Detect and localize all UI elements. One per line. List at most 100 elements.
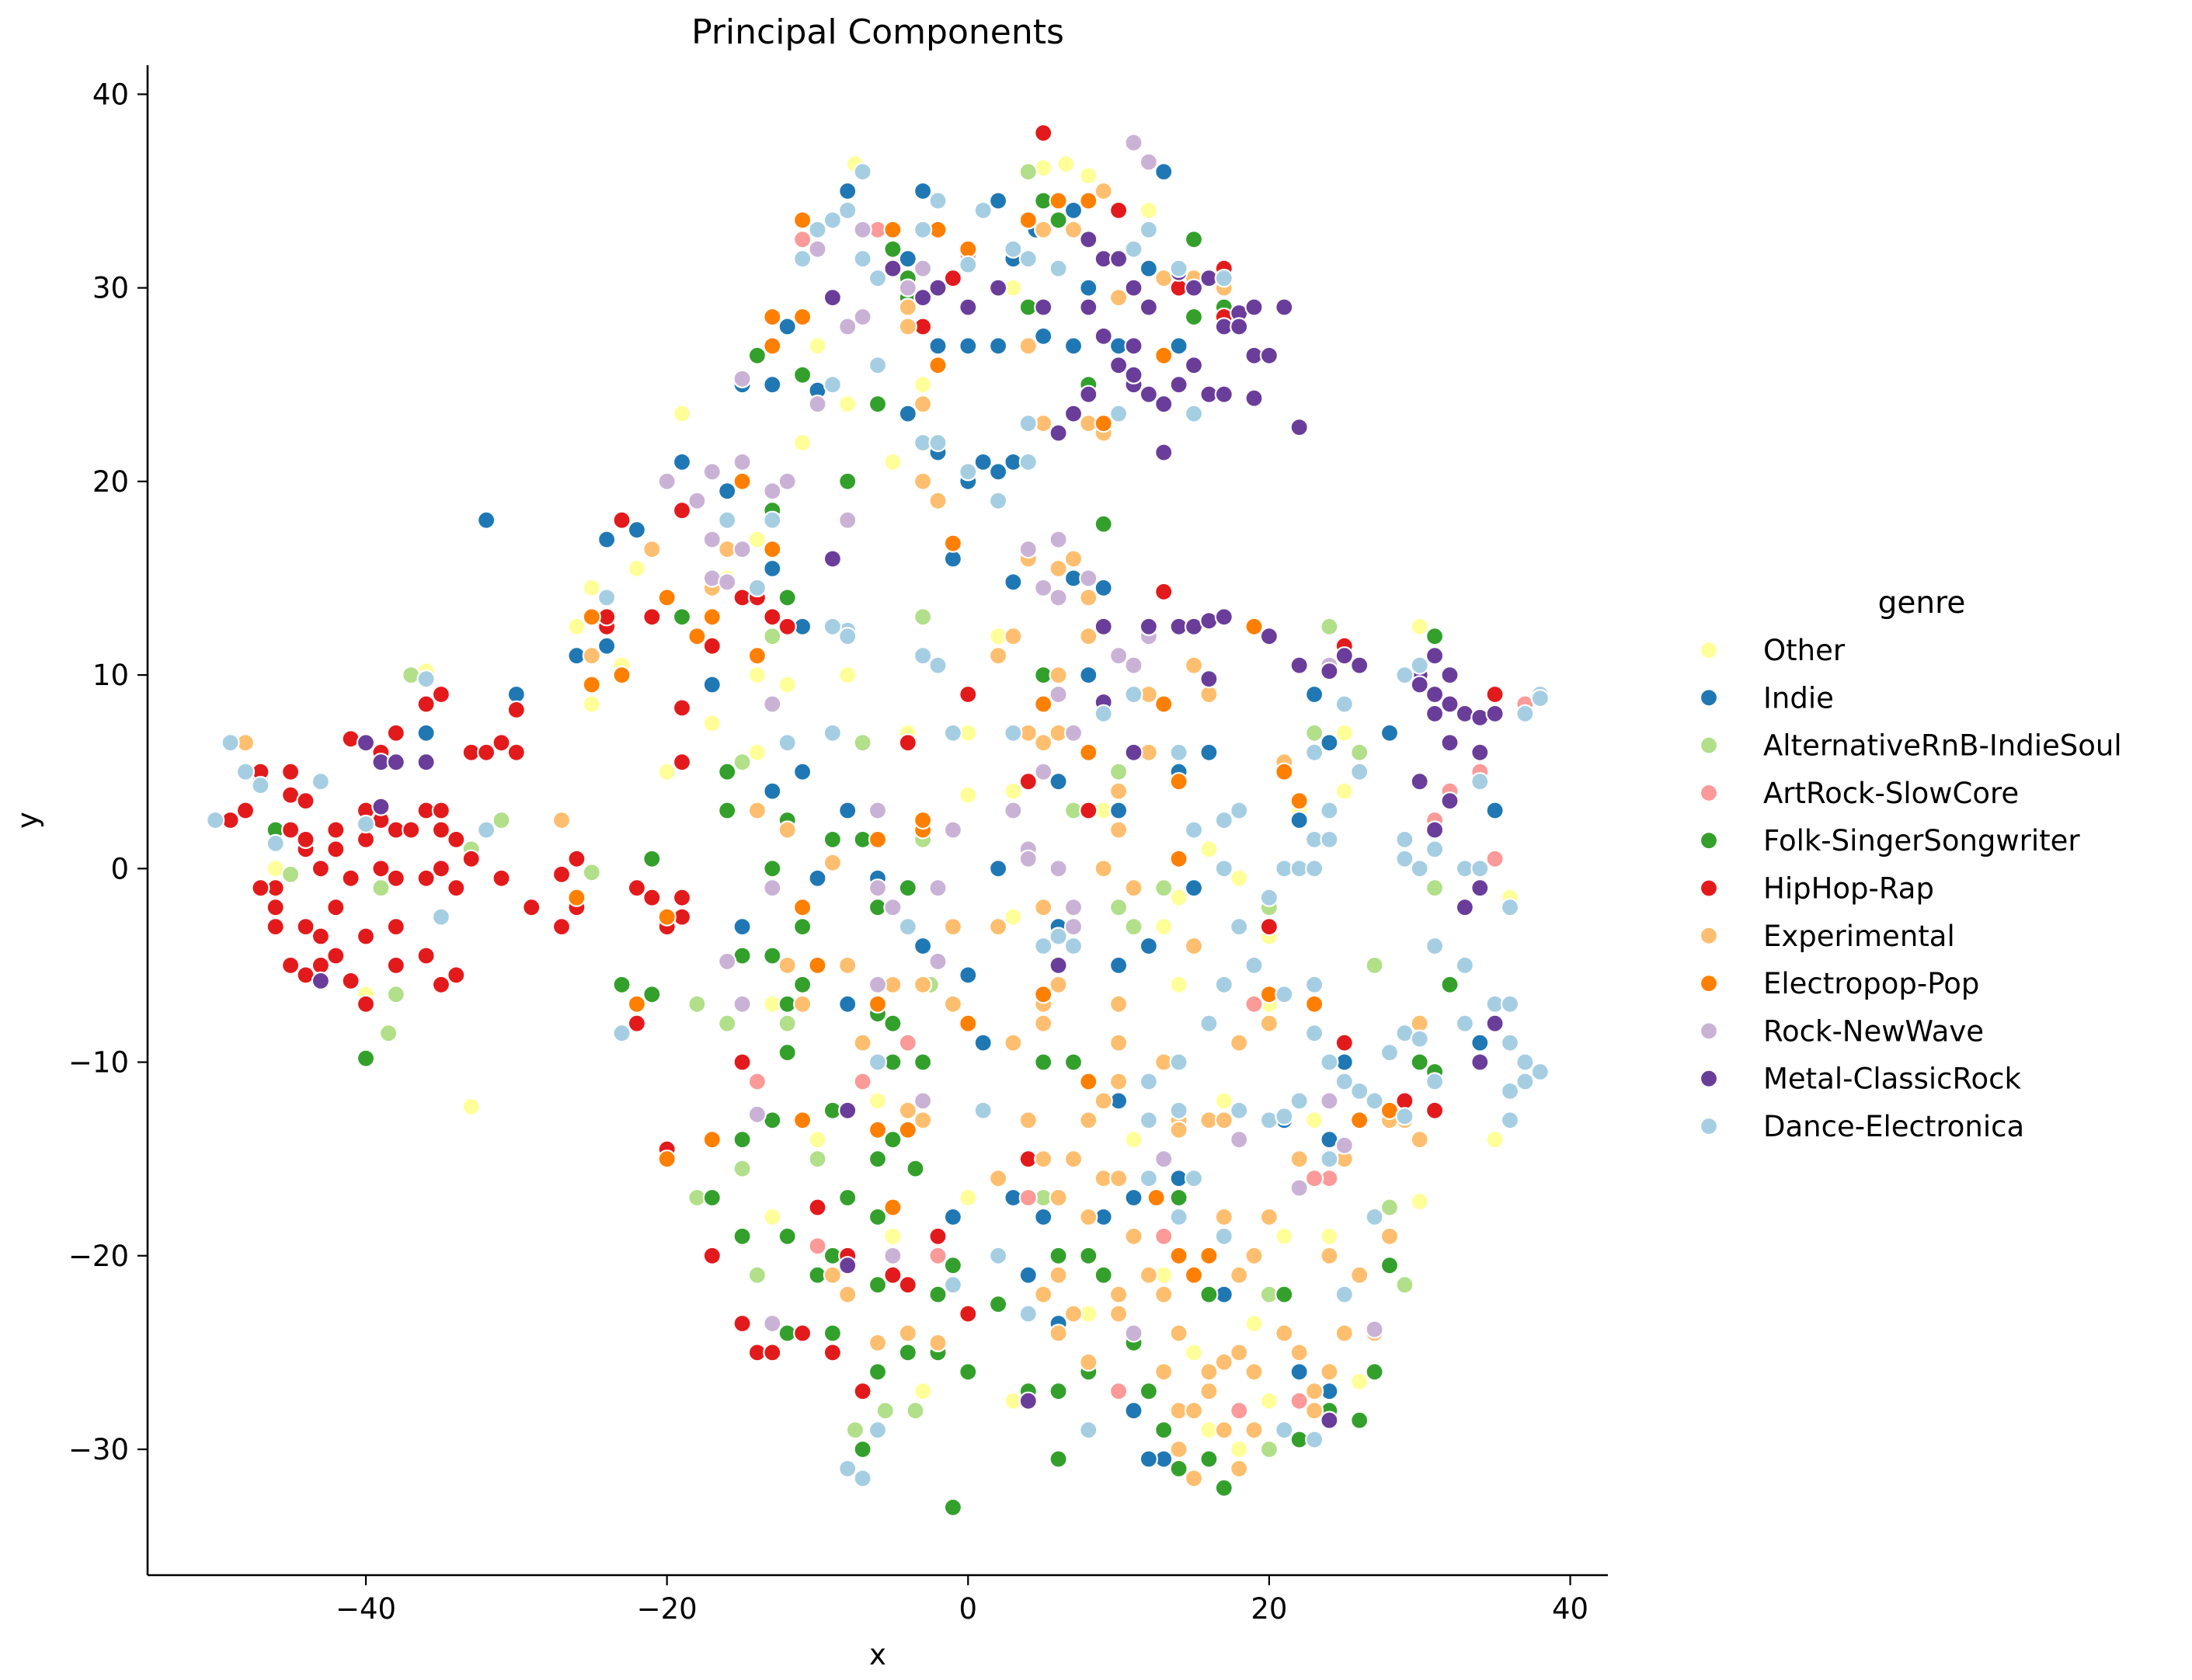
data-point: [1184, 1401, 1204, 1421]
data-point: [792, 1111, 812, 1130]
data-point: [1079, 665, 1098, 685]
data-point: [732, 1313, 752, 1334]
data-point: [311, 955, 330, 976]
legend-label: AlternativeRnB-IndieSoul: [1763, 729, 2122, 763]
data-point: [1304, 1024, 1324, 1043]
data-point: [1289, 791, 1309, 811]
data-point: [838, 801, 858, 820]
data-point: [868, 1120, 888, 1139]
data-point: [1530, 688, 1550, 708]
data-point: [447, 830, 466, 850]
data-point: [838, 1285, 858, 1304]
data-point: [763, 307, 782, 327]
data-point: [1230, 1101, 1249, 1120]
data-point: [1108, 356, 1129, 375]
data-point: [1244, 994, 1264, 1014]
data-point: [913, 607, 933, 627]
data-point: [386, 723, 405, 743]
data-point: [1214, 607, 1233, 627]
data-point: [461, 849, 481, 868]
data-point: [1018, 162, 1038, 182]
data-point: [763, 1313, 782, 1334]
data-point: [1049, 1188, 1068, 1208]
data-point: [732, 1130, 752, 1150]
data-point: [1380, 1256, 1400, 1275]
data-point: [1320, 1226, 1339, 1246]
data-point: [1034, 123, 1053, 143]
x-axis-label: x: [869, 1638, 886, 1671]
data-point: [1289, 1391, 1309, 1410]
data-point: [898, 297, 917, 317]
data-point: [642, 849, 662, 868]
data-point: [1395, 830, 1414, 850]
data-point: [551, 810, 572, 830]
data-point: [1410, 859, 1429, 878]
data-point: [1018, 249, 1038, 269]
data-point: [1275, 762, 1294, 781]
data-point: [1230, 917, 1249, 937]
data-point: [371, 878, 391, 898]
data-point: [838, 955, 858, 976]
data-point: [1485, 801, 1505, 820]
data-point: [898, 1275, 917, 1295]
data-point: [792, 365, 812, 384]
data-point: [1289, 417, 1309, 437]
data-point: [808, 955, 827, 976]
data-point: [1124, 336, 1143, 356]
data-point: [1500, 994, 1520, 1014]
data-point: [627, 878, 647, 898]
data-point: [1108, 781, 1129, 801]
data-point: [1079, 1246, 1098, 1265]
data-point: [522, 898, 541, 917]
data-point: [747, 743, 767, 762]
data-point: [1320, 1091, 1339, 1111]
data-point: [823, 1323, 843, 1343]
data-point: [943, 994, 963, 1014]
data-point: [868, 356, 888, 375]
data-point: [913, 1382, 933, 1401]
data-point: [672, 753, 692, 772]
data-point: [928, 191, 948, 210]
data-point: [853, 733, 872, 753]
data-point: [1410, 617, 1429, 636]
data-point: [1004, 801, 1023, 820]
data-point: [1184, 307, 1204, 327]
data-point: [1440, 733, 1460, 753]
data-point: [943, 917, 963, 937]
data-point: [1049, 975, 1068, 994]
x-tick-label: −40: [336, 1592, 396, 1626]
data-point: [943, 549, 963, 569]
data-point: [627, 994, 647, 1014]
data-point: [1485, 1014, 1505, 1033]
data-point: [326, 820, 346, 840]
data-point: [732, 369, 752, 388]
data-point: [1063, 1304, 1084, 1323]
data-point: [1259, 888, 1279, 907]
data-point: [356, 830, 376, 850]
data-point: [853, 162, 872, 182]
data-point: [898, 1120, 917, 1139]
data-point: [1184, 356, 1204, 375]
data-point: [823, 288, 843, 308]
data-point: [959, 1362, 978, 1382]
data-point: [792, 210, 812, 230]
data-point: [1079, 1072, 1098, 1091]
data-point: [808, 220, 827, 239]
data-point: [1154, 443, 1174, 462]
data-point: [1124, 1401, 1143, 1421]
data-point: [1108, 200, 1129, 220]
data-point: [906, 1401, 925, 1421]
data-point: [1079, 1420, 1098, 1440]
data-point: [1410, 1130, 1429, 1150]
data-point: [1079, 588, 1098, 607]
data-point: [868, 1362, 888, 1382]
data-point: [792, 249, 812, 269]
data-point: [702, 636, 722, 656]
data-point: [913, 646, 933, 666]
data-point: [1304, 975, 1324, 994]
data-point: [1214, 1478, 1233, 1497]
data-point: [1108, 1168, 1129, 1188]
data-point: [1018, 1304, 1038, 1323]
data-point: [1034, 578, 1053, 598]
